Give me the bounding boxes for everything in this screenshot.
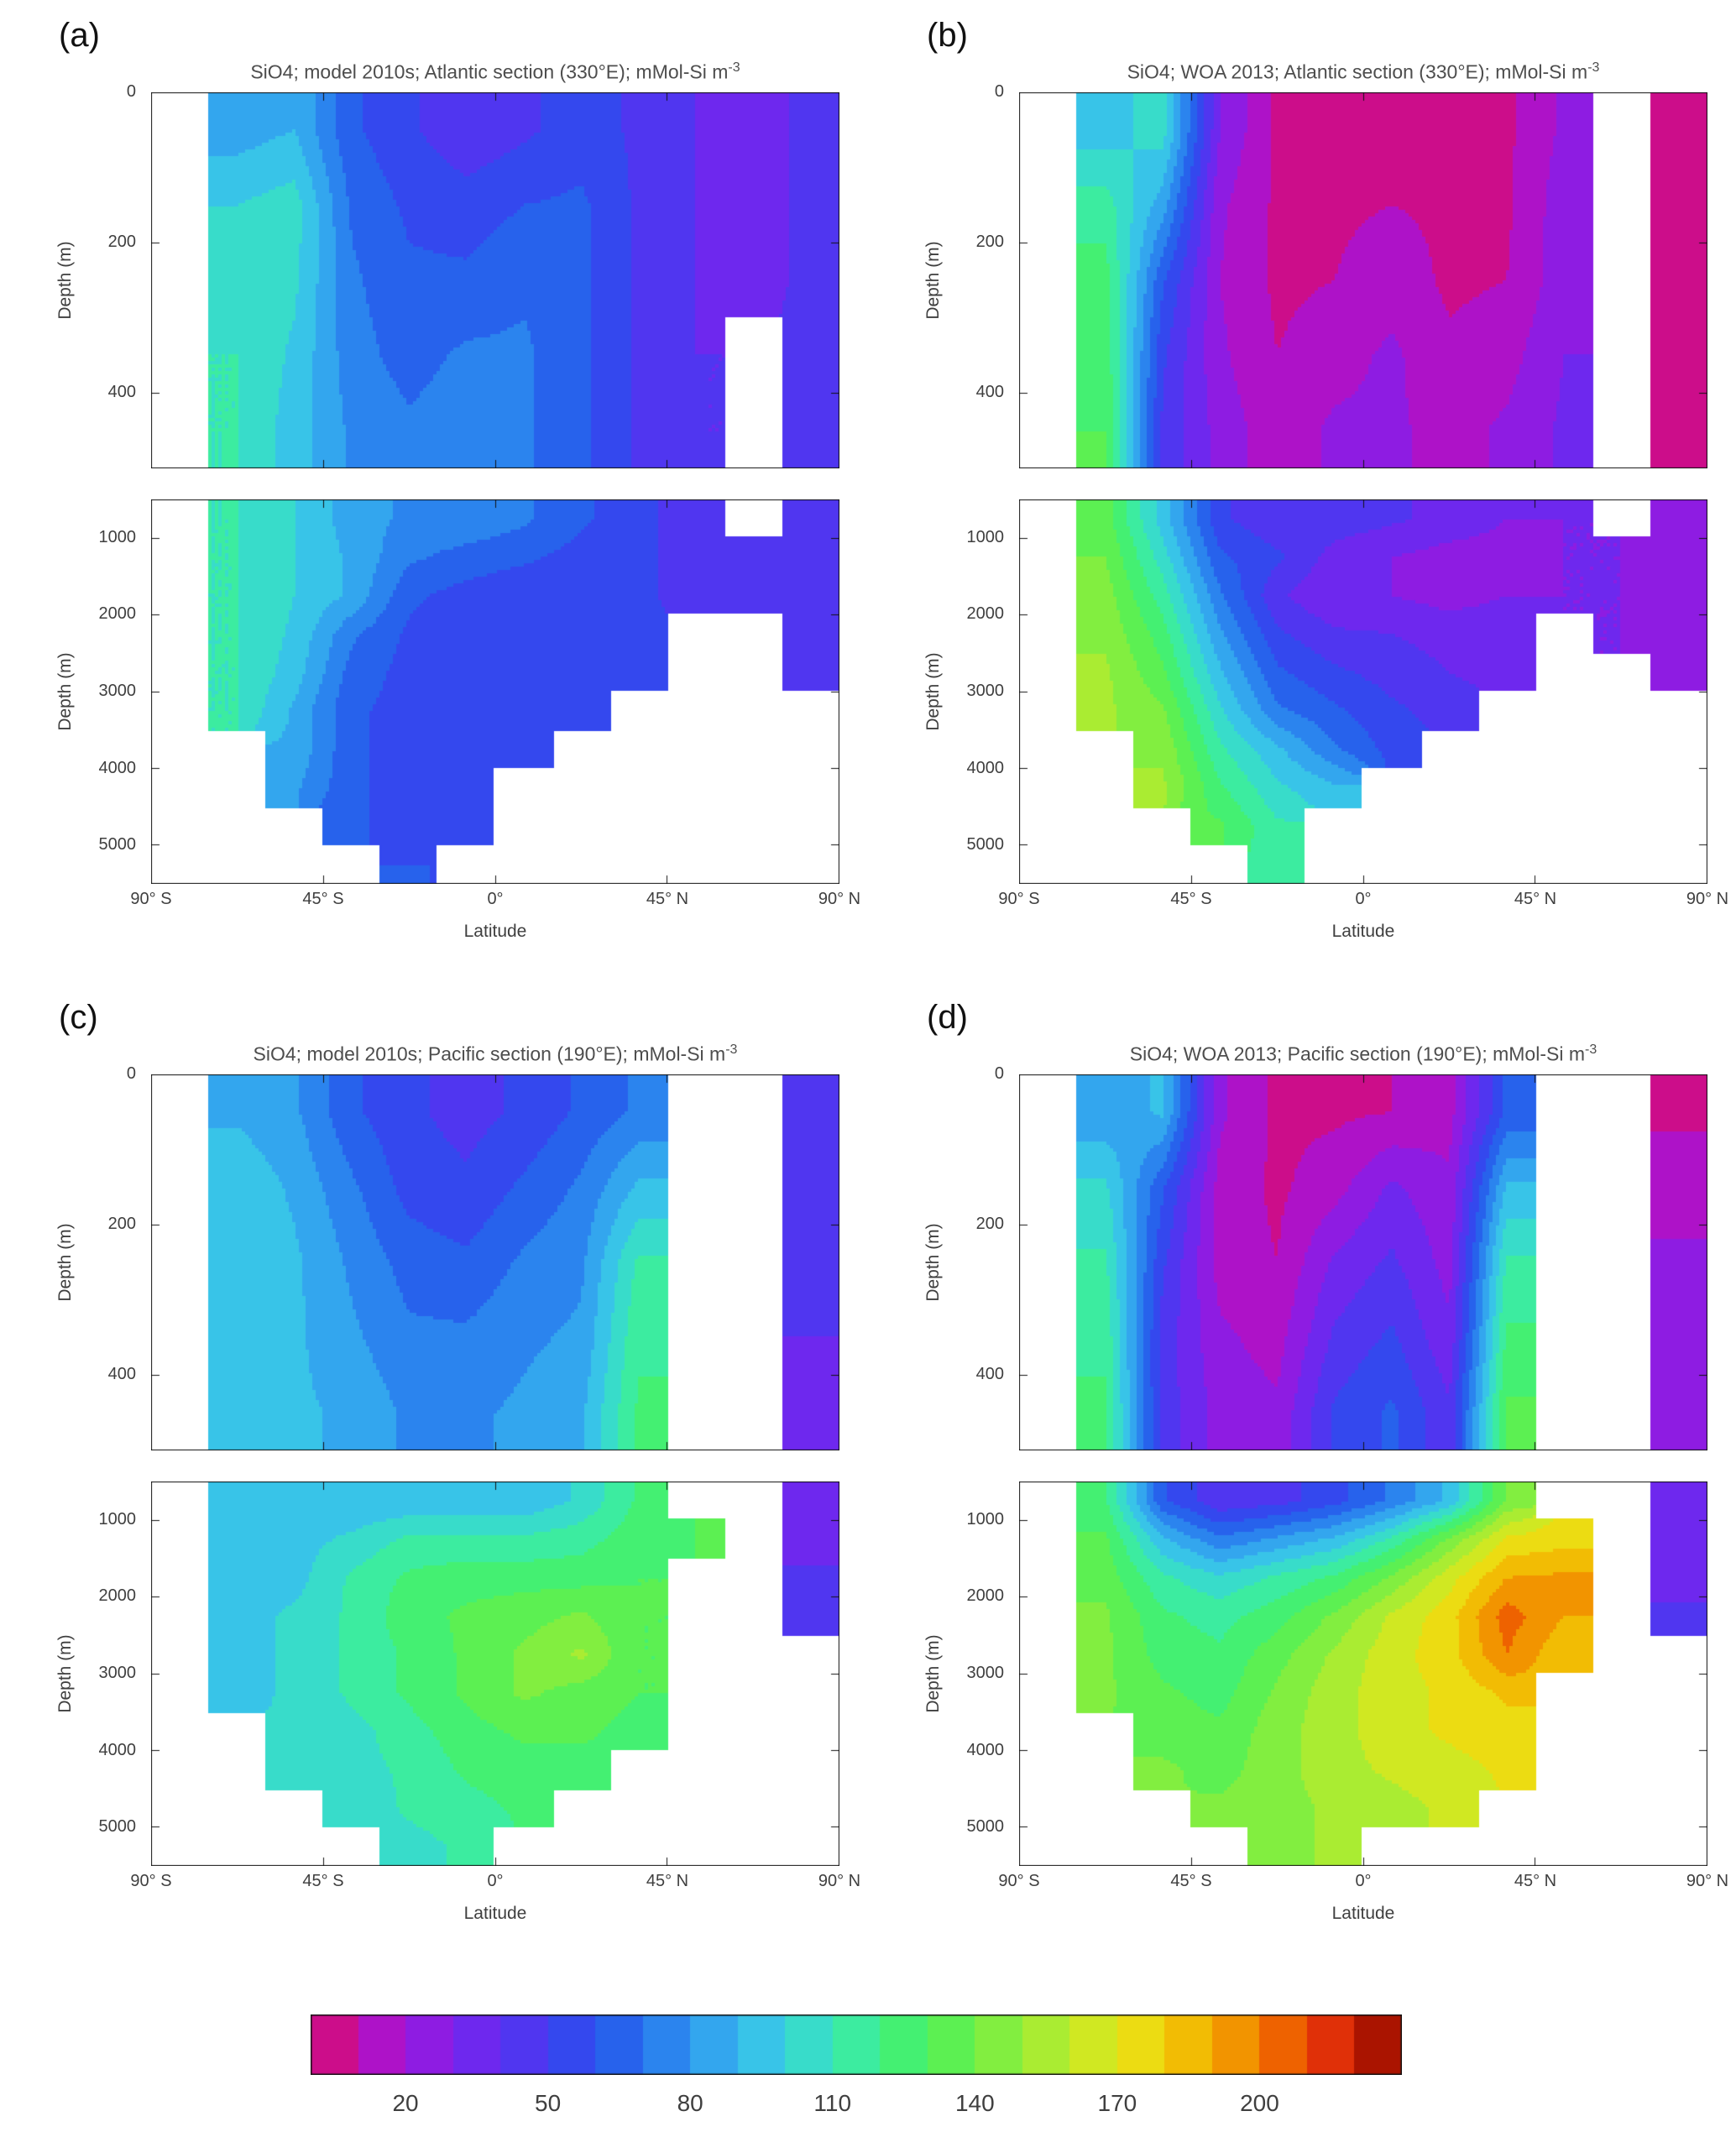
panel-title: SiO4; model 2010s; Atlantic section (330… <box>250 60 740 83</box>
x-tick-label: 90° N <box>818 890 861 908</box>
y-tick-label: 400 <box>107 1365 136 1384</box>
heatmap-upper-section <box>151 1074 839 1450</box>
y-tick-label: 1000 <box>98 1509 137 1528</box>
heatmap-lower-section <box>151 1481 839 1866</box>
heatmap-upper-section <box>151 92 839 468</box>
heatmap-upper-section <box>1019 1074 1707 1450</box>
y-tick-label: 400 <box>107 383 136 402</box>
y-tick-label: 0 <box>126 1064 136 1083</box>
y-tick-label: 400 <box>975 383 1004 402</box>
panel-title: SiO4; model 2010s; Pacific section (190°… <box>253 1042 738 1065</box>
colorbar: 20 50 80 110 140 170 200 <box>311 2014 1402 2132</box>
x-axis-label: Latitude <box>1331 1904 1395 1923</box>
panel-title-exponent: -3 <box>1584 1042 1597 1057</box>
x-axis-label: Latitude <box>463 1904 527 1923</box>
x-tick-label: 90° N <box>818 1872 861 1890</box>
panel-title-exponent: -3 <box>1587 60 1600 75</box>
heatmap-lower-section <box>151 499 839 884</box>
y-tick-label: 200 <box>107 1215 136 1234</box>
x-tick-label: 45° S <box>1170 1872 1212 1890</box>
y-tick-label: 3000 <box>966 682 1005 700</box>
colorbar-tick-label: 80 <box>677 2090 703 2116</box>
x-tick-label: 90° N <box>1686 1872 1729 1890</box>
x-tick-label: 45° N <box>646 1872 689 1890</box>
x-tick-label: 45° N <box>1514 1872 1557 1890</box>
colorbar-tick-label: 50 <box>535 2090 562 2116</box>
y-tick-label: 0 <box>126 82 136 101</box>
colorbar-tick-label: 140 <box>954 2090 995 2116</box>
x-tick-label: 90° S <box>130 890 172 908</box>
x-tick-label: 90° N <box>1686 890 1729 908</box>
y-tick-label: 0 <box>994 1064 1004 1083</box>
x-tick-label: 45° S <box>302 890 344 908</box>
heatmap-upper-section <box>1019 92 1707 468</box>
y-tick-label: 2000 <box>966 604 1005 624</box>
x-tick-label: 45° N <box>1514 890 1557 908</box>
colorbar-gradient <box>311 2014 1402 2075</box>
panel-label: (c) <box>59 999 98 1036</box>
x-axis-label: Latitude <box>1331 922 1395 941</box>
y-axis-label: Depth (m) <box>55 652 75 731</box>
y-tick-label: 2000 <box>966 1586 1005 1606</box>
y-tick-label: 3000 <box>98 682 137 700</box>
y-axis-label: Depth (m) <box>55 1223 75 1302</box>
x-tick-label: 90° S <box>998 1872 1040 1890</box>
x-tick-label: 0° <box>1355 890 1372 908</box>
x-tick-label: 90° S <box>130 1872 172 1890</box>
x-axis-label: Latitude <box>463 922 527 941</box>
y-tick-label: 200 <box>975 233 1004 252</box>
colorbar-tick-label: 20 <box>392 2090 419 2116</box>
panel-label: (b) <box>927 17 968 54</box>
colorbar-tick-label: 200 <box>1240 2090 1279 2116</box>
y-tick-label: 4000 <box>98 758 137 777</box>
y-tick-label: 4000 <box>966 1740 1005 1759</box>
x-tick-label: 45° S <box>1170 890 1212 908</box>
y-tick-label: 5000 <box>966 835 1005 854</box>
y-tick-label: 3000 <box>98 1664 137 1682</box>
y-tick-label: 5000 <box>966 1817 1005 1837</box>
y-tick-label: 1000 <box>966 527 1005 546</box>
panel-c: (c) SiO4; model 2010s; Pacific section (1… <box>25 999 865 1973</box>
panel-title-exponent: -3 <box>728 60 740 75</box>
x-tick-label: 90° S <box>998 890 1040 908</box>
x-tick-label: 0° <box>1355 1872 1372 1890</box>
y-tick-label: 5000 <box>98 1817 137 1837</box>
y-axis-label: Depth (m) <box>55 1634 75 1713</box>
colorbar-tick-label: 110 <box>813 2090 852 2116</box>
y-tick-label: 4000 <box>98 1740 137 1759</box>
y-axis-label: Depth (m) <box>923 1223 943 1302</box>
x-tick-label: 45° N <box>646 890 689 908</box>
y-axis-label: Depth (m) <box>923 652 943 731</box>
y-axis-label: Depth (m) <box>923 241 943 320</box>
y-tick-label: 4000 <box>966 758 1005 777</box>
y-axis-label: Depth (m) <box>55 241 75 320</box>
y-tick-label: 200 <box>107 233 136 252</box>
panel-d: (d) SiO4; WOA 2013; Pacific section (190°… <box>893 999 1733 1973</box>
y-tick-label: 5000 <box>98 835 137 854</box>
panel-title-exponent: -3 <box>725 1042 738 1057</box>
panel-label: (d) <box>927 999 968 1036</box>
panel-a: (a) SiO4; model 2010s; Atlantic section (… <box>25 17 865 990</box>
y-tick-label: 2000 <box>98 1586 137 1606</box>
y-tick-label: 400 <box>975 1365 1004 1384</box>
panel-b: (b) SiO4; WOA 2013; Atlantic section (330… <box>893 17 1733 990</box>
y-tick-label: 200 <box>975 1215 1004 1234</box>
panel-title: SiO4; WOA 2013; Atlantic section (330°E)… <box>1127 60 1600 83</box>
y-tick-label: 3000 <box>966 1664 1005 1682</box>
y-axis-label: Depth (m) <box>923 1634 943 1713</box>
panel-title: SiO4; WOA 2013; Pacific section (190°E);… <box>1129 1042 1597 1065</box>
heatmap-lower-section <box>1019 1481 1707 1866</box>
heatmap-lower-section <box>1019 499 1707 884</box>
x-tick-label: 0° <box>487 890 504 908</box>
y-tick-label: 1000 <box>966 1509 1005 1528</box>
y-tick-label: 2000 <box>98 604 137 624</box>
x-tick-label: 45° S <box>302 1872 344 1890</box>
panel-label: (a) <box>59 17 100 54</box>
y-tick-label: 1000 <box>98 527 137 546</box>
x-tick-label: 0° <box>487 1872 504 1890</box>
colorbar-tick-label: 170 <box>1097 2090 1137 2116</box>
y-tick-label: 0 <box>994 82 1004 101</box>
